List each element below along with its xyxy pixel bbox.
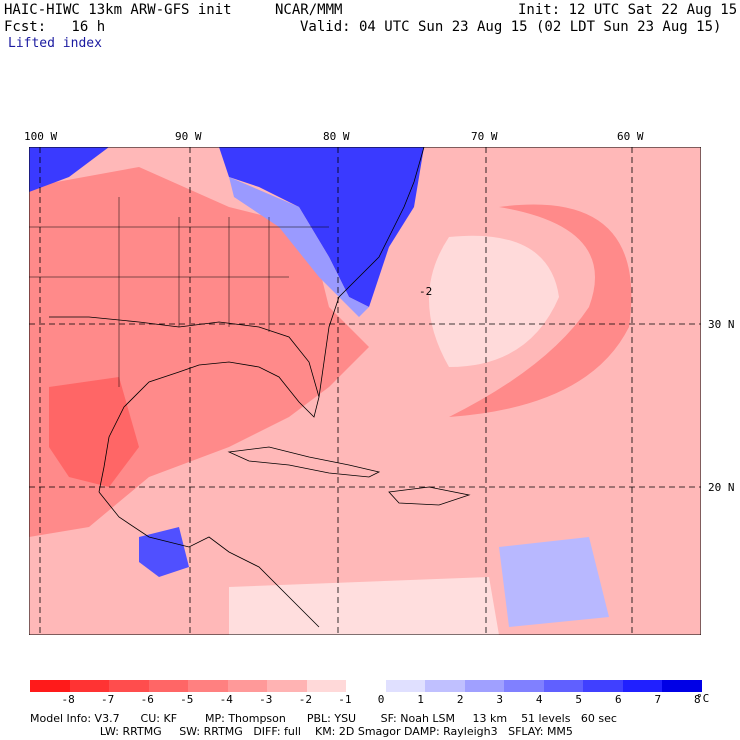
- colorbar-cell: [504, 680, 545, 692]
- lon-label-100w: 100 W: [24, 130, 58, 143]
- colorbar-label: 5: [575, 693, 583, 706]
- colorbar-unit: °C: [696, 692, 710, 705]
- state-borders: [29, 197, 329, 387]
- colorbar-label: -8: [61, 693, 75, 706]
- colorbar-label: 3: [496, 693, 503, 706]
- colorbar-label: -7: [101, 693, 115, 706]
- cuba-outline: [227, 446, 381, 478]
- colorbar-label: -3: [259, 693, 273, 706]
- colorbar-label: 1: [417, 693, 424, 706]
- colorbar-label: -1: [338, 693, 352, 706]
- coastline-central-america: [98, 491, 320, 628]
- forecast-hour: Fcst: 16 h: [4, 19, 106, 35]
- colorbar-label: -5: [180, 693, 194, 706]
- colorbar-cell: [188, 680, 229, 692]
- northeast-cold-edge: [229, 177, 369, 317]
- colorbar-cell: [148, 680, 189, 692]
- texas-warm-core: [49, 377, 139, 487]
- contour-label: -2: [419, 285, 432, 298]
- atlantic-warm-swirl: [449, 204, 632, 417]
- field-name: Lifted index: [8, 36, 102, 51]
- org-label: NCAR/MMM: [275, 2, 343, 18]
- colorbar-cell: [346, 680, 387, 692]
- pale-southern-band: [229, 577, 499, 635]
- lat-label-30n: 30 N: [708, 318, 735, 331]
- colorbar-cell: [583, 680, 624, 692]
- valid-time: Valid: 04 UTC Sun 23 Aug 15 (02 LDT Sun …: [300, 19, 722, 35]
- colorbar-label: 4: [535, 693, 543, 706]
- colorbar-cell: [109, 680, 150, 692]
- colorbar-cell: [662, 680, 703, 692]
- lon-label-90w: 90 W: [175, 130, 202, 143]
- model-info-line1: Model Info: V3.7 CU: KF MP: Thompson PBL…: [30, 712, 617, 725]
- central-america-cold: [139, 527, 189, 577]
- hispaniola-outline: [388, 486, 471, 506]
- lon-label-60w: 60 W: [617, 130, 644, 143]
- caribbean-cold-southeast: [499, 537, 609, 627]
- lon-label-70w: 70 W: [471, 130, 498, 143]
- colorbar-cell: [227, 680, 268, 692]
- model-title: HAIC-HIWC 13km ARW-GFS init: [4, 2, 232, 18]
- colorbar-label: 8: [694, 693, 701, 706]
- lat-label-20n: 20 N: [708, 481, 735, 494]
- colorbar-label: 0: [377, 693, 385, 706]
- colorbar-cell: [385, 680, 426, 692]
- colorbar-cell: [543, 680, 584, 692]
- lifted-index-map: -2: [29, 147, 701, 635]
- colorbar-cell: [267, 680, 308, 692]
- colorbar-cell: [69, 680, 110, 692]
- atlantic-pale-center: [429, 235, 559, 367]
- northwest-cold-corner: [29, 147, 109, 192]
- colorbar-cell: [30, 680, 71, 692]
- init-time: Init: 12 UTC Sat 22 Aug 15: [518, 2, 738, 18]
- colorbar-label: 2: [456, 693, 464, 706]
- colorbar-label: -6: [140, 693, 154, 706]
- model-info-line2: LW: RRTMG SW: RRTMG DIFF: full KM: 2D Sm…: [30, 725, 573, 738]
- colorbar-cell: [306, 680, 347, 692]
- colorbar-cell: [464, 680, 505, 692]
- coastline-east: [318, 147, 425, 398]
- colorbar-label: -2: [298, 693, 312, 706]
- colorbar-cell: [425, 680, 466, 692]
- colorbar-label: 6: [614, 693, 622, 706]
- lat-lon-grid: [29, 147, 701, 635]
- lon-label-80w: 80 W: [323, 130, 350, 143]
- colorbar-cell: [622, 680, 663, 692]
- colorbar-label: -4: [219, 693, 233, 706]
- colorbar-label: 7: [654, 693, 662, 706]
- coastline-gulf: [49, 316, 320, 493]
